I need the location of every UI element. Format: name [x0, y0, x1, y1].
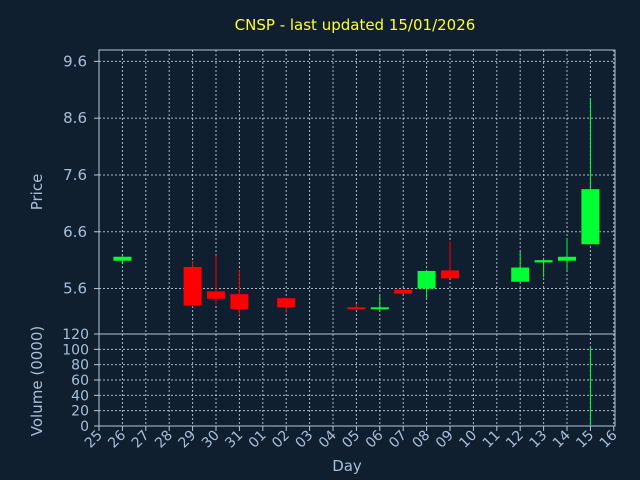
x-tick-label: 06 [363, 427, 387, 451]
x-tick-label: 12 [503, 428, 527, 452]
x-tick-label: 04 [316, 427, 340, 451]
volume-tick-label: 60 [71, 373, 89, 389]
x-tick-label: 05 [339, 428, 363, 452]
volume-tick-label: 0 [80, 419, 89, 435]
x-tick-label: 01 [246, 428, 270, 452]
price-tick-label: 7.6 [63, 166, 87, 184]
candle-body [558, 256, 576, 261]
candle-body [511, 267, 530, 282]
x-tick-label: 14 [550, 427, 574, 451]
x-tick-label: 13 [527, 428, 551, 452]
volume-tick-label: 20 [71, 404, 89, 420]
x-tick-label: 28 [152, 428, 176, 452]
candle-body [347, 307, 366, 310]
volume-tick-label: 80 [71, 358, 89, 374]
candle-body [394, 289, 413, 294]
volume-grid [99, 348, 615, 412]
chart-title: CNSP - last updated 15/01/2026 [235, 16, 476, 34]
volume-tick-label: 100 [62, 342, 89, 358]
x-tick-label: 09 [433, 428, 457, 452]
candle-body [207, 291, 225, 299]
candle-body [581, 189, 600, 245]
volume-tick-label: 40 [71, 388, 89, 404]
candle-body [277, 298, 296, 308]
x-tick-label: 11 [480, 428, 504, 452]
price-tick-label: 5.6 [63, 280, 87, 298]
x-tick-label: 30 [199, 428, 223, 452]
price-tick-label: 6.6 [63, 223, 87, 241]
candle-body [113, 256, 132, 261]
x-tick-label: 02 [269, 428, 293, 452]
price-axis-ticks: 9.6 8.6 7.6 6.6 5.6 [63, 52, 99, 298]
x-tick-label: 31 [222, 428, 246, 452]
candle-body [534, 260, 553, 263]
x-axis-label: Day [332, 457, 362, 475]
x-tick-label: 29 [176, 428, 200, 452]
price-tick-label: 9.6 [63, 52, 87, 70]
volume-axis-label: Volume (0000) [28, 326, 46, 436]
x-tick-label: 10 [456, 428, 480, 452]
candle-body [417, 270, 436, 289]
x-axis-ticks: 25 26 27 28 29 30 31 01 02 03 04 05 06 07 08 09 10 11 12 13… [82, 426, 621, 451]
candle-body [230, 294, 249, 310]
candle-body [441, 270, 459, 279]
price-panel-frame [98, 49, 616, 335]
price-axis-label: Price [28, 174, 46, 211]
x-grid [121, 50, 615, 426]
x-tick-label: 16 [597, 427, 621, 451]
x-tick-label: 27 [129, 428, 153, 452]
x-tick-label: 07 [386, 428, 410, 452]
price-grid [99, 60, 615, 290]
x-tick-label: 15 [573, 428, 597, 452]
x-tick-label: 03 [293, 428, 317, 452]
x-tick-label: 26 [105, 427, 129, 451]
candle-body [370, 307, 389, 310]
x-tick-label: 08 [410, 428, 434, 452]
price-tick-label: 8.6 [63, 109, 87, 127]
volume-tick-label: 120 [62, 327, 89, 343]
candle-body [183, 266, 202, 306]
candles [113, 98, 600, 316]
